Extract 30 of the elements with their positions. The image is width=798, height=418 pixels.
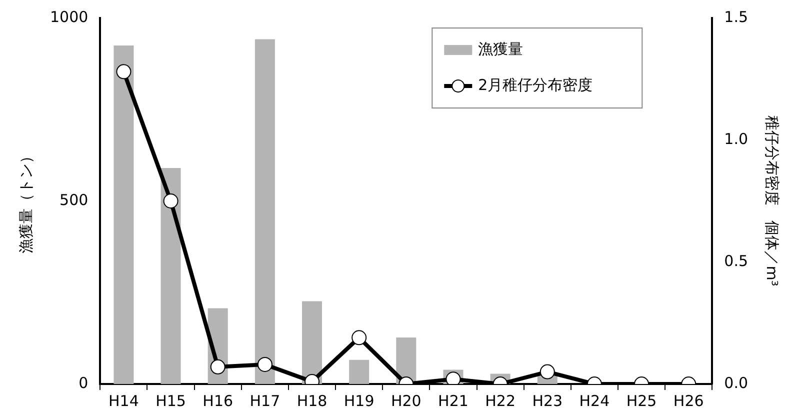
y-tick-label: 1000 [50,8,88,26]
x-tick-label: H20 [390,392,422,410]
legend-label: 2月稚仔分布密度 [478,76,593,94]
x-tick-label: H24 [579,392,610,410]
x-tick-label: H16 [202,392,234,410]
y2-axis-title: 稚仔分布密度 個体／m³ [763,116,782,286]
y2-tick-label: 0.0 [724,374,748,392]
x-tick-label: H25 [626,392,657,410]
point [163,194,178,208]
x-tick-label: H22 [485,392,516,410]
x-tick-label: H26 [673,392,704,410]
y-axis-title: 漁獲量（トン） [16,148,35,254]
bar [349,360,370,384]
x-tick-label: H17 [250,392,280,410]
bar [160,168,181,384]
y2-tick-label: 1.5 [724,8,748,26]
legend-label: 漁獲量 [478,40,524,58]
y-tick-label: 500 [60,190,88,209]
x-tick-label: H19 [344,392,374,410]
x-tick-label: H21 [438,392,468,410]
x-tick-label: H15 [156,392,186,410]
y-tick-label: 0 [78,374,88,392]
bar [114,45,134,384]
x-tick-label: H23 [532,392,563,410]
x-tick-label: H18 [296,392,328,410]
x-tick-label: H14 [108,392,139,410]
point [116,64,132,80]
y2-tick-label: 0.5 [724,252,748,270]
y2-tick-label: 1.0 [724,130,748,148]
bar [254,39,275,384]
